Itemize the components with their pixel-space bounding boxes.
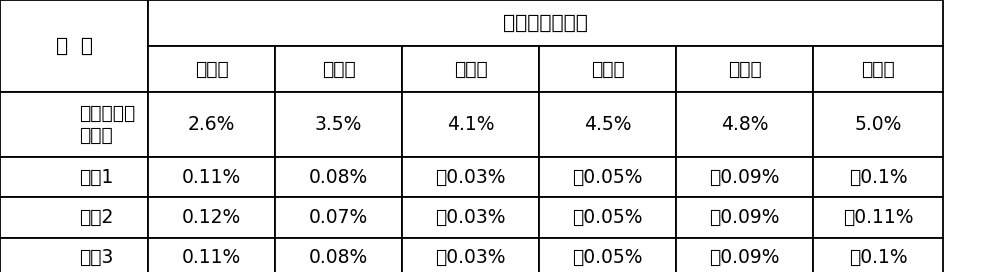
- Bar: [813, 197, 943, 238]
- Text: 第二天: 第二天: [322, 60, 355, 79]
- Text: 4.8%: 4.8%: [721, 115, 768, 134]
- Bar: [676, 197, 813, 238]
- Text: －0.03%: －0.03%: [435, 208, 506, 227]
- Text: 第四天: 第四天: [591, 60, 624, 79]
- Bar: [402, 46, 539, 92]
- Bar: [0, 0, 148, 92]
- Text: 示例3: 示例3: [79, 248, 113, 267]
- Bar: [148, 46, 275, 92]
- Bar: [275, 92, 402, 157]
- Bar: [676, 46, 813, 92]
- Bar: [402, 92, 539, 157]
- Text: －0.03%: －0.03%: [435, 248, 506, 267]
- Bar: [402, 197, 539, 238]
- Text: －0.03%: －0.03%: [435, 168, 506, 187]
- Bar: [0, 238, 148, 272]
- Bar: [539, 197, 676, 238]
- Bar: [148, 238, 275, 272]
- Text: 示例2: 示例2: [79, 208, 113, 227]
- Text: 3.5%: 3.5%: [315, 115, 362, 134]
- Text: －0.09%: －0.09%: [709, 248, 780, 267]
- Text: 水分损失百分比: 水分损失百分比: [503, 14, 588, 33]
- Text: －0.05%: －0.05%: [572, 168, 643, 187]
- Text: 第三天: 第三天: [454, 60, 487, 79]
- Bar: [0, 157, 148, 197]
- Bar: [813, 157, 943, 197]
- Text: 0.07%: 0.07%: [309, 208, 368, 227]
- Bar: [402, 157, 539, 197]
- Bar: [148, 197, 275, 238]
- Bar: [539, 238, 676, 272]
- Bar: [148, 92, 275, 157]
- Bar: [813, 46, 943, 92]
- Text: 第六天: 第六天: [861, 60, 895, 79]
- Bar: [813, 92, 943, 157]
- Bar: [539, 46, 676, 92]
- Text: 0.11%: 0.11%: [182, 248, 241, 267]
- Bar: [539, 157, 676, 197]
- Bar: [402, 238, 539, 272]
- Bar: [0, 197, 148, 238]
- Bar: [539, 92, 676, 157]
- Text: 0.08%: 0.08%: [309, 168, 368, 187]
- Bar: [148, 157, 275, 197]
- Text: 5.0%: 5.0%: [854, 115, 902, 134]
- Text: －0.1%: －0.1%: [849, 248, 907, 267]
- Text: －0.11%: －0.11%: [843, 208, 913, 227]
- Text: －0.09%: －0.09%: [709, 208, 780, 227]
- Text: 第一天: 第一天: [195, 60, 228, 79]
- Bar: [275, 238, 402, 272]
- Text: 示例1: 示例1: [79, 168, 113, 187]
- Text: 4.1%: 4.1%: [447, 115, 494, 134]
- Bar: [275, 46, 402, 92]
- Text: 0.11%: 0.11%: [182, 168, 241, 187]
- Text: 4.5%: 4.5%: [584, 115, 631, 134]
- Text: 2.6%: 2.6%: [188, 115, 235, 134]
- Text: 第五天: 第五天: [728, 60, 761, 79]
- Text: 市售某品牌
脱氧剂: 市售某品牌 脱氧剂: [79, 104, 135, 145]
- Bar: [676, 92, 813, 157]
- Text: 0.12%: 0.12%: [182, 208, 241, 227]
- Text: 0.08%: 0.08%: [309, 248, 368, 267]
- Bar: [676, 157, 813, 197]
- Text: －0.05%: －0.05%: [572, 208, 643, 227]
- Text: －0.05%: －0.05%: [572, 248, 643, 267]
- Bar: [275, 197, 402, 238]
- Bar: [813, 238, 943, 272]
- Bar: [0, 92, 148, 157]
- Text: －0.09%: －0.09%: [709, 168, 780, 187]
- Bar: [676, 238, 813, 272]
- Bar: [275, 157, 402, 197]
- Bar: [148, 0, 943, 46]
- Text: 类  别: 类 别: [56, 36, 92, 55]
- Text: －0.1%: －0.1%: [849, 168, 907, 187]
